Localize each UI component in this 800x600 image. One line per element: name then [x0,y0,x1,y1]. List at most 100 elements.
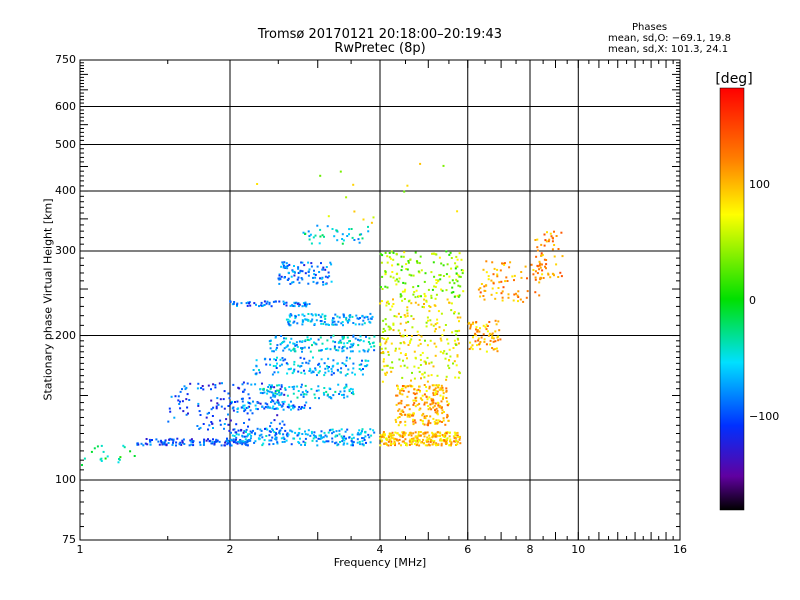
data-point [279,358,282,361]
data-point [389,438,392,441]
data-point [271,407,274,410]
data-point [285,304,288,307]
data-point [269,396,272,399]
data-point [319,235,322,238]
data-point [457,274,460,277]
stats-o-mode: mean, sd,O: −69.1, 19.8 [608,33,731,44]
data-point [541,254,544,256]
data-point [277,371,280,374]
data-point [280,392,283,395]
data-point [540,254,543,257]
data-point [428,305,431,307]
data-point [401,393,404,396]
data-point [456,330,459,333]
data-point [327,440,330,443]
data-point [331,321,334,324]
data-point [280,437,283,440]
data-point [286,435,289,438]
data-point [560,275,563,278]
data-point [519,298,522,301]
data-point [335,434,338,437]
data-point [332,334,335,337]
data-point [256,401,259,404]
data-point [496,275,499,278]
data-point [483,285,486,288]
data-point [247,439,250,442]
data-point [235,433,238,436]
data-point [342,324,344,327]
data-point [412,403,415,406]
data-point [296,385,299,388]
data-point [348,436,351,439]
data-point [291,405,294,407]
data-point [266,392,269,395]
data-point [308,359,311,362]
data-point [338,346,341,349]
data-point [367,341,370,343]
data-point [297,305,300,308]
data-point [421,351,424,354]
data-point [517,290,520,293]
data-point [427,422,430,425]
data-point [261,444,264,447]
data-point [478,330,481,333]
data-point [434,393,437,396]
data-point [265,435,268,437]
data-point [419,397,422,400]
data-point [425,415,428,417]
data-point [268,301,271,304]
data-point [363,316,366,319]
data-point [210,421,213,423]
data-point [243,407,246,410]
data-point [276,356,278,359]
data-point [250,431,253,434]
data-point [279,278,282,281]
data-point [300,406,303,409]
data-point [509,261,512,264]
data-point [401,440,404,443]
data-point [207,428,209,431]
data-point [419,364,422,366]
data-point [382,352,385,355]
data-point [276,384,279,387]
data-point [359,317,361,319]
data-point [232,428,235,431]
data-point [270,385,273,388]
data-point [237,429,240,432]
data-point [419,358,422,361]
data-point [434,354,437,357]
data-point [304,430,306,433]
data-point [275,436,278,439]
data-point [496,350,499,353]
data-point [343,435,346,438]
data-point [192,444,195,447]
data-point [282,402,285,405]
data-point [303,357,306,360]
data-point [456,431,459,434]
y-tick-label: 100 [55,473,76,487]
data-point [327,271,330,274]
data-point [423,401,426,404]
data-point [412,392,415,395]
data-point [534,276,537,279]
data-point [320,358,323,361]
data-point [410,315,413,318]
data-point [260,301,263,304]
data-point [289,341,291,344]
data-point [492,337,495,340]
data-point [181,400,184,403]
data-point [440,312,443,315]
data-point [269,340,272,342]
data-point [278,300,281,303]
data-point [177,395,180,398]
data-point [384,285,387,288]
data-point [414,301,417,304]
data-point [274,394,277,397]
data-point [282,264,285,267]
data-point [348,233,350,236]
data-point [356,317,359,320]
data-point [404,282,407,285]
data-point [417,433,420,436]
data-point [160,439,162,442]
data-point [275,433,278,435]
